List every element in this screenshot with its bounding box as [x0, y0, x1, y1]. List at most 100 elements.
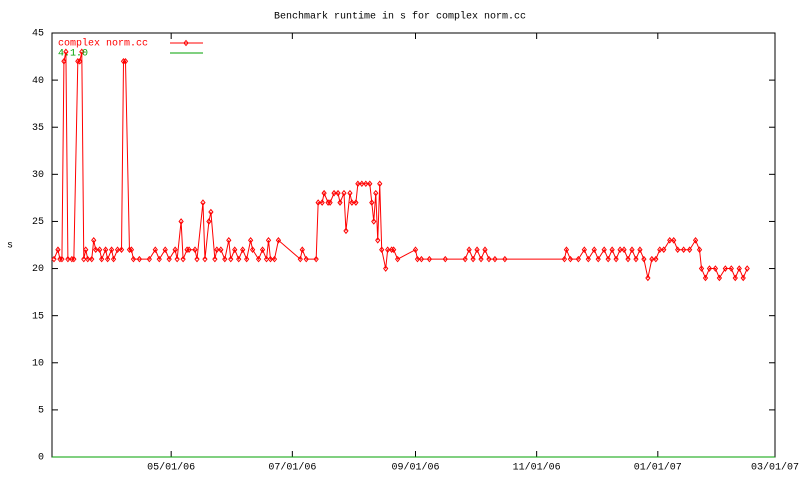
point-marker — [202, 255, 208, 263]
point-marker — [661, 246, 667, 254]
point-marker — [99, 255, 105, 263]
legend-label: complex norm.cc — [58, 38, 148, 50]
point-marker — [641, 255, 647, 263]
point-marker — [379, 246, 385, 254]
point-marker — [373, 189, 379, 197]
point-marker — [442, 255, 448, 263]
legend-label: 4.1.0 — [58, 49, 88, 60]
point-marker — [83, 246, 89, 254]
point-marker — [85, 255, 91, 263]
point-marker — [57, 255, 63, 263]
point-marker — [744, 265, 750, 272]
y-tick-label: 45 — [32, 29, 44, 40]
point-marker — [728, 265, 734, 272]
point-marker — [617, 246, 623, 254]
point-marker — [667, 236, 673, 244]
point-marker — [369, 199, 375, 206]
point-marker — [200, 199, 206, 206]
point-marker — [194, 255, 200, 263]
point-marker — [226, 236, 232, 244]
point-marker — [353, 199, 359, 206]
y-tick-label: 30 — [32, 170, 44, 181]
point-marker — [478, 255, 484, 263]
point-marker — [263, 255, 270, 263]
y-axis-label: s — [7, 241, 13, 252]
point-marker — [613, 255, 619, 263]
point-marker — [561, 255, 568, 263]
point-marker — [192, 246, 198, 254]
point-marker — [110, 255, 117, 263]
point-marker — [206, 218, 212, 225]
point-marker — [563, 246, 570, 254]
point-marker — [63, 48, 69, 56]
point-marker — [675, 246, 681, 254]
point-marker — [375, 236, 381, 244]
point-marker — [118, 246, 125, 254]
point-marker — [65, 255, 71, 263]
point-marker — [567, 255, 574, 263]
point-marker — [93, 246, 99, 254]
point-marker — [136, 255, 143, 263]
point-marker — [319, 199, 325, 206]
point-marker — [186, 246, 192, 254]
point-marker — [267, 255, 274, 263]
point-marker — [343, 227, 349, 235]
point-marker — [247, 236, 254, 244]
point-marker — [174, 255, 180, 263]
point-marker — [162, 246, 168, 254]
point-marker — [649, 255, 655, 263]
x-tick-label: 03/01/07 — [751, 462, 799, 474]
x-tick-label: 05/01/06 — [147, 462, 195, 474]
point-marker — [736, 265, 742, 272]
point-marker — [126, 246, 133, 254]
point-marker — [462, 255, 468, 263]
point-marker — [208, 208, 214, 216]
x-tick-label: 11/01/06 — [513, 462, 561, 474]
point-marker — [702, 274, 709, 282]
point-marker — [609, 246, 615, 254]
point-marker — [385, 246, 391, 254]
point-marker — [297, 255, 303, 263]
point-marker — [259, 246, 266, 254]
point-marker — [601, 246, 607, 254]
point-marker — [645, 274, 651, 282]
point-marker — [178, 218, 184, 225]
point-marker — [482, 246, 488, 254]
point-marker — [698, 265, 705, 272]
point-marker — [740, 274, 746, 282]
point-marker — [228, 255, 234, 263]
point-marker — [470, 255, 476, 263]
y-tick-label: 0 — [38, 453, 44, 464]
point-marker — [633, 255, 639, 263]
point-marker — [55, 246, 61, 254]
point-marker — [71, 255, 77, 263]
point-marker — [349, 199, 355, 206]
point-marker — [686, 246, 693, 254]
point-marker — [621, 246, 627, 254]
point-marker — [486, 255, 492, 263]
point-marker — [692, 236, 699, 244]
point-marker — [502, 255, 508, 263]
point-marker — [91, 236, 97, 244]
point-marker — [716, 274, 723, 282]
point-marker — [222, 255, 228, 263]
point-marker — [79, 48, 85, 56]
point-marker — [466, 246, 472, 254]
point-marker — [232, 246, 238, 254]
y-tick-label: 25 — [32, 217, 44, 228]
y-tick-label: 15 — [32, 311, 44, 322]
point-marker — [359, 180, 365, 188]
point-marker — [249, 246, 256, 254]
point-marker — [255, 255, 262, 263]
point-marker — [299, 246, 305, 254]
point-marker — [363, 180, 369, 188]
point-marker — [236, 255, 242, 263]
y-tick-label: 35 — [32, 123, 44, 134]
point-marker — [426, 255, 433, 263]
point-marker — [122, 57, 129, 65]
point-marker — [722, 265, 728, 272]
point-marker — [325, 199, 331, 206]
point-marker — [367, 180, 373, 188]
point-marker — [166, 255, 172, 263]
